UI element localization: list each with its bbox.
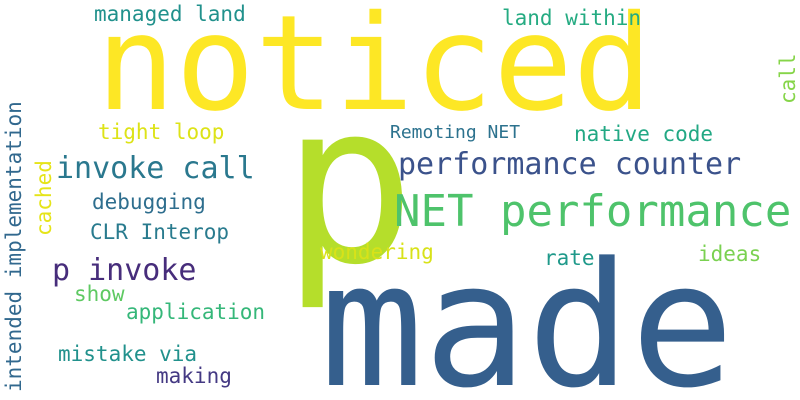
word-mistake-via: mistake via [58, 342, 198, 366]
word-cached: cached [32, 160, 56, 236]
word-wondering: wondering [320, 240, 434, 264]
word-net-performance: NET performance [394, 186, 792, 237]
word-debugging: debugging [92, 190, 206, 214]
word-p-invoke: p invoke [52, 253, 197, 288]
word-invoke-call: invoke call [56, 151, 255, 186]
word-native-code: native code [574, 122, 714, 146]
word-ideas: ideas [698, 242, 762, 266]
word-tight-loop: tight loop [98, 120, 225, 144]
word-application: application [126, 300, 266, 324]
word-noticed: noticed [96, 0, 653, 141]
word-rate: rate [544, 246, 595, 270]
word-remoting-net: Remoting NET [390, 122, 521, 143]
word-call: call [776, 53, 800, 104]
word-making: making [156, 364, 232, 388]
word-intended-implementation: intended implementation [2, 101, 26, 392]
word-managed-land: managed land [94, 2, 246, 26]
word-performance-counter: performance counter [398, 147, 742, 182]
word-clr-interop: CLR Interop [90, 220, 230, 244]
word-land-within: land within [502, 6, 642, 30]
word-made: made [320, 225, 735, 400]
word-show: show [74, 282, 125, 306]
word-p: p [282, 56, 416, 314]
